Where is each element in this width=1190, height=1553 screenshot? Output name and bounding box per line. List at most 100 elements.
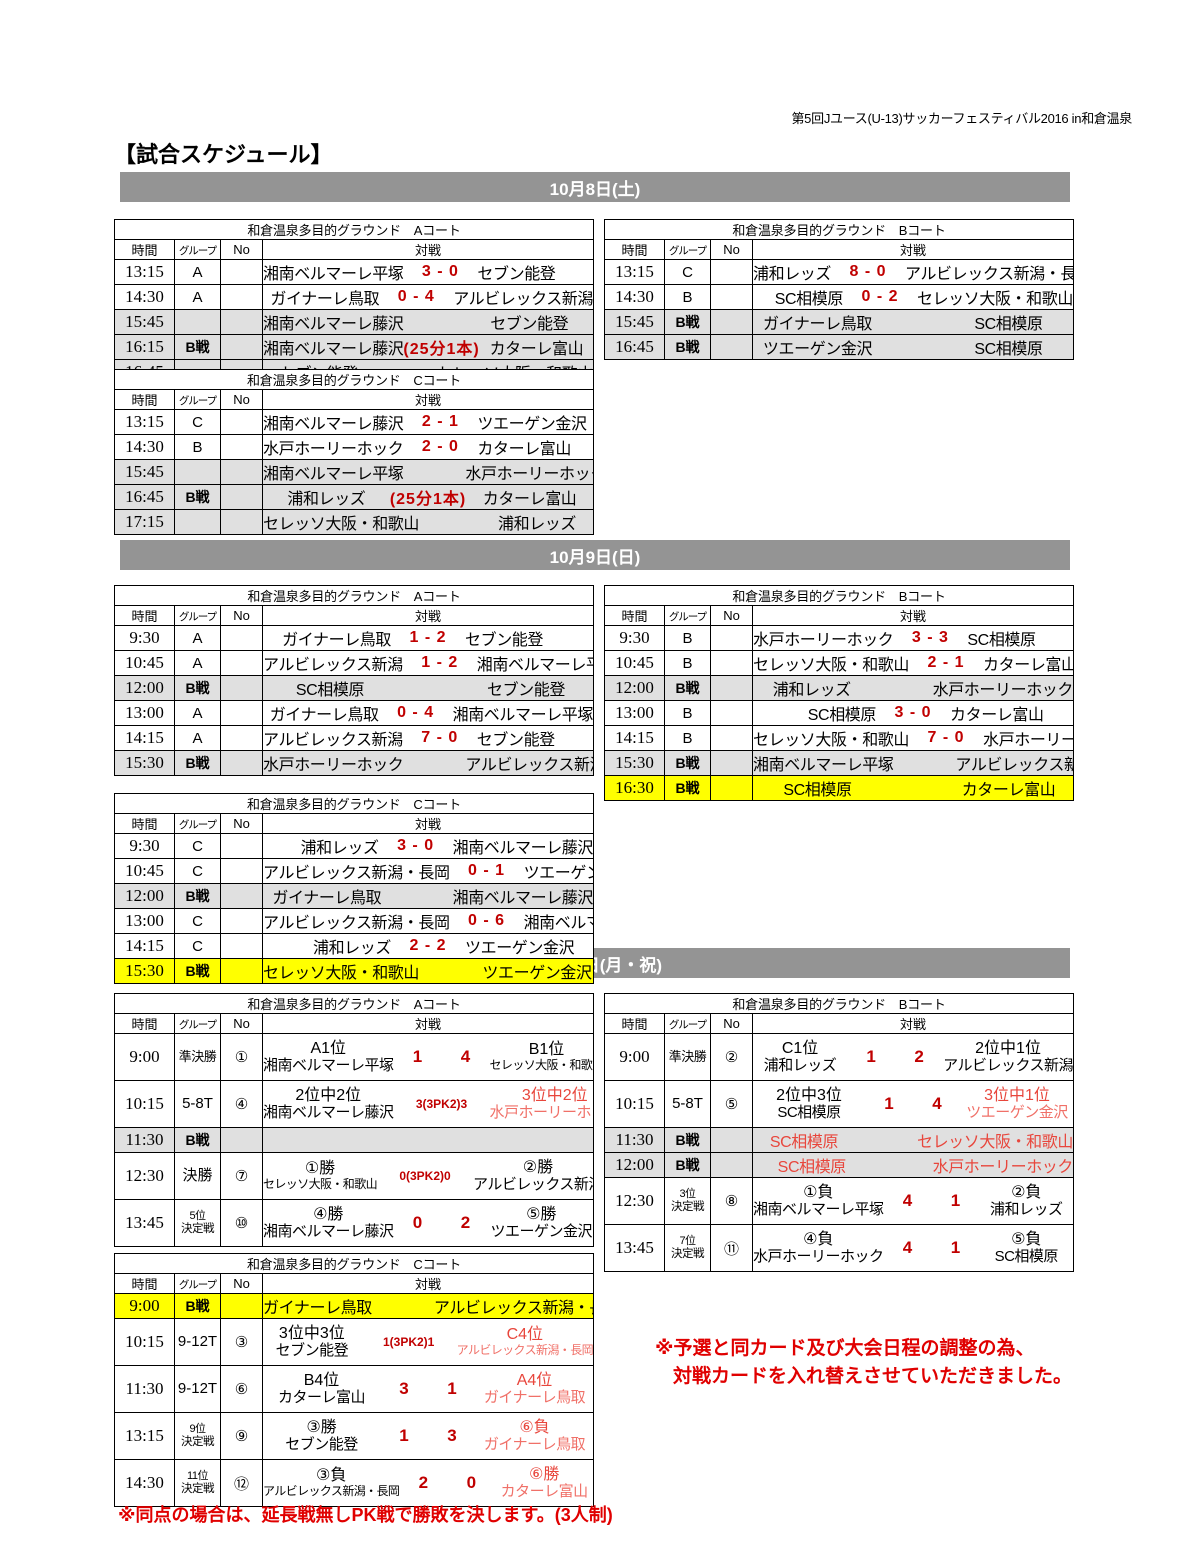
match-no: ④ — [220, 1080, 263, 1128]
match-time: 13:00 — [604, 700, 665, 726]
team-name: カターレ富山 — [500, 1482, 589, 1500]
match-time: 9:00 — [114, 1293, 175, 1319]
fixture-slot: ⑤勝 — [526, 1205, 557, 1223]
away-team: セブン能登 — [476, 732, 555, 749]
away-team: 湘南ベルマーレ藤沢 — [452, 890, 593, 907]
notice-swap-line1: ※予選と同カード及び大会日程の調整の為、 — [655, 1338, 1035, 1359]
match-time: 16:30 — [604, 775, 665, 801]
match-no: ⑩ — [220, 1199, 263, 1247]
match-group: 準決勝 — [664, 1033, 711, 1081]
match-group — [174, 309, 221, 335]
match-time: 17:15 — [114, 509, 175, 535]
match-fixture: アルビレックス新潟 7 - 0 セブン能登 — [262, 725, 594, 751]
col-head-no: No — [220, 1013, 263, 1034]
col-head-group: グループ — [664, 605, 711, 626]
away-team: セブン能登 — [490, 316, 569, 333]
fixture-slot: 3位中2位 — [521, 1086, 588, 1104]
match-group: C — [664, 259, 711, 285]
match-fixture: 浦和レッズ (25分1本) カターレ富山 — [262, 484, 594, 510]
match-group — [174, 459, 221, 485]
venue-title: 和倉温泉多目的グラウンド Bコート — [604, 219, 1074, 240]
match-fixture: ①負 湘南ベルマーレ平塚 4 1 ②負 浦和レッズ — [752, 1177, 1074, 1225]
match-group: 5位 決定戦 — [174, 1199, 221, 1247]
score: 7 - 0 — [421, 729, 459, 746]
team-name: ツエーゲン金沢 — [490, 1222, 593, 1240]
notice-pk-rule: ※同点の場合は、延長戦無しPK戦で勝敗を決します。(3人制) — [118, 1505, 613, 1525]
match-row: 13:00 A ガイナーレ鳥取 0 - 4 湘南ベルマーレ平塚 — [114, 700, 594, 726]
match-row: 15:45 B戦 ガイナーレ鳥取 SC相模原 — [604, 309, 1074, 335]
fixture-slot: ⑥負 — [519, 1418, 550, 1436]
match-time: 12:30 — [114, 1152, 175, 1200]
match-time: 11:30 — [114, 1365, 175, 1413]
match-no — [710, 1152, 753, 1178]
document-header: 第5回Jユース(U-13)サッカーフェスティバル2016 in和倉温泉 — [791, 111, 1132, 126]
away-team: SC相模原 — [967, 632, 1036, 649]
fixture-slot: ④負 — [803, 1230, 834, 1248]
match-no — [220, 484, 263, 510]
away-team: アルビレックス新潟 — [453, 291, 593, 308]
match-time: 15:30 — [604, 750, 665, 776]
match-no — [220, 675, 263, 701]
venue-title: 和倉温泉多目的グラウンド Aコート — [114, 993, 594, 1014]
match-no: ⑤ — [710, 1080, 753, 1128]
match-fixture: SC相模原 セブン能登 — [262, 675, 594, 701]
court-table: 和倉温泉多目的グラウンド Aコート 時間 グループ No 対戦 9:30 A ガイナーレ鳥取 1… — [114, 585, 594, 776]
court-table: 和倉温泉多目的グラウンド Bコート 時間 グループ No 対戦 9:30 B 水戸ホーリーホッ… — [604, 585, 1074, 801]
match-group: B戦 — [174, 1293, 221, 1319]
col-head-group: グループ — [174, 239, 221, 260]
match-fixture: 湘南ベルマーレ平塚 アルビレックス新潟・長岡 — [752, 750, 1074, 776]
match-no — [710, 1127, 753, 1153]
match-group: B戦 — [174, 484, 221, 510]
match-row: 16:45 B戦 浦和レッズ (25分1本) カターレ富山 — [114, 484, 594, 510]
away-team: 湘南ベルマーレ平塚 — [452, 707, 593, 724]
col-head-match: 対戦 — [752, 1013, 1074, 1034]
team-name: アルビレックス新潟・長岡 — [263, 1484, 400, 1499]
day-header-oct9: 10月9日(日) — [120, 540, 1070, 570]
match-group: 5-8T — [174, 1080, 221, 1128]
match-fixture: アルビレックス新潟・長岡 0 - 6 湘南ベルマーレ藤沢 — [262, 908, 594, 934]
match-time: 10:45 — [114, 650, 175, 676]
match-row: 13:15 9位 決定戦 ⑨ ③勝 セブン能登 1 3 ⑥負 ガイナーレ鳥取 — [114, 1412, 594, 1460]
match-group: B — [664, 625, 711, 651]
away-team: セブン能登 — [477, 266, 556, 283]
away-team: セブン能登 — [486, 682, 565, 699]
match-no — [710, 650, 753, 676]
fixture-slot: 3位中3位 — [278, 1324, 345, 1342]
match-fixture: ④負 水戸ホーリーホック 4 1 ⑤負 SC相模原 — [752, 1224, 1074, 1272]
match-group: C — [174, 933, 221, 959]
match-time: 15:45 — [114, 459, 175, 485]
match-group: B戦 — [664, 309, 711, 335]
match-time: 9:00 — [604, 1033, 665, 1081]
away-team: カターレ富山 — [961, 782, 1056, 799]
match-group: 3位 決定戦 — [664, 1177, 711, 1225]
away-team: アルビレックス新潟 — [465, 757, 594, 774]
match-row: 10:45C アルビレックス新潟・長岡 0 - 1 ツエーゲン金沢 — [114, 858, 594, 884]
match-group: 11位 決定戦 — [174, 1459, 221, 1507]
match-no: ③ — [220, 1318, 263, 1366]
match-group: B戦 — [664, 334, 711, 360]
match-no — [220, 933, 263, 959]
match-time: 12:00 — [114, 675, 175, 701]
score: (25分1本) — [389, 491, 467, 508]
home-team: ガイナーレ鳥取 — [763, 316, 872, 333]
match-no: ⑦ — [220, 1152, 263, 1200]
score: 3 - 0 — [894, 704, 932, 721]
fixture-slot: ⑥勝 — [528, 1465, 560, 1483]
venue-title: 和倉温泉多目的グラウンド Cコート — [114, 369, 594, 390]
match-no — [220, 725, 263, 751]
match-row: 10:15 5-8T ④ 2位中2位 湘南ベルマーレ藤沢 3(3PK2)3 3位中2位 水戸ホ… — [114, 1080, 594, 1128]
match-fixture: ガイナーレ鳥取 0 - 4 アルビレックス新潟 — [262, 284, 594, 310]
match-no — [220, 958, 263, 984]
match-no — [220, 833, 263, 859]
court-table: 和倉温泉多目的グラウンド Cコート 時間 グループ No 対戦 13:15 C 湘南ベルマーレ… — [114, 369, 594, 535]
home-team: 湘南ベルマーレ藤沢 — [263, 341, 404, 358]
match-no: ⑧ — [710, 1177, 753, 1225]
match-row: 15:30 B戦 水戸ホーリーホック アルビレックス新潟 — [114, 750, 594, 776]
match-fixture: ④勝 湘南ベルマーレ藤沢 0 2 ⑤勝 ツエーゲン金沢 — [262, 1199, 594, 1247]
match-group: B戦 — [664, 1127, 711, 1153]
col-head-no: No — [220, 239, 263, 260]
venue-title: 和倉温泉多目的グラウンド Aコート — [114, 219, 594, 240]
match-group: B — [664, 650, 711, 676]
team-name: セブン能登 — [275, 1341, 349, 1359]
